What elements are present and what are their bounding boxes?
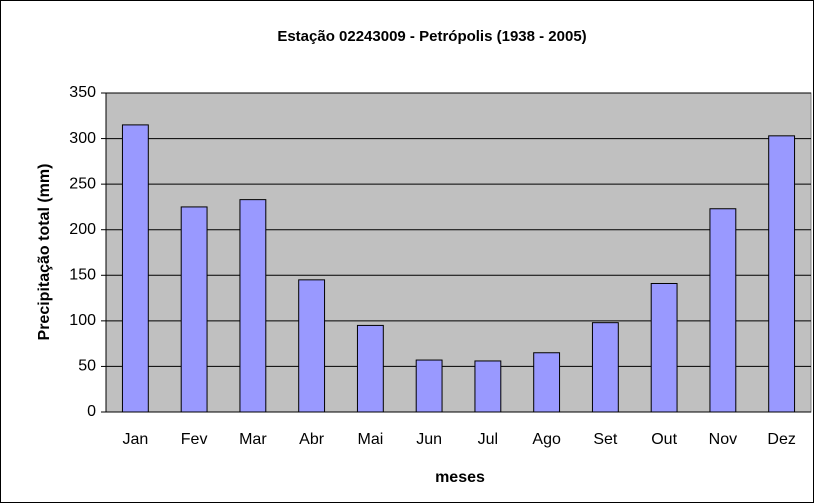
bar <box>533 352 561 413</box>
x-tick-label: Ago <box>532 431 561 448</box>
x-axis-label: meses <box>435 469 485 486</box>
bar <box>650 282 678 413</box>
x-tick-label: Mai <box>357 431 383 448</box>
y-tick-label: 300 <box>69 130 96 147</box>
y-tick-label: 250 <box>69 175 96 192</box>
y-tick-label: 0 <box>87 403 96 420</box>
y-tick-label: 350 <box>69 84 96 101</box>
bar <box>709 208 737 413</box>
bar <box>180 206 208 413</box>
x-tick-label: Nov <box>709 431 737 448</box>
bar <box>121 124 149 413</box>
x-tick-label: Mar <box>239 431 267 448</box>
chart-title: Estação 02243009 - Petrópolis (1938 - 20… <box>277 28 586 45</box>
x-tick-label: Dez <box>767 431 795 448</box>
x-tick-label: Set <box>593 431 618 448</box>
bar <box>356 324 384 413</box>
bar <box>768 135 796 413</box>
x-tick-label: Out <box>651 431 677 448</box>
x-tick-label: Jul <box>478 431 498 448</box>
bar <box>474 360 502 413</box>
x-tick-label: Jan <box>122 431 148 448</box>
y-tick-label: 50 <box>78 358 96 375</box>
x-tick-label: Abr <box>299 431 325 448</box>
y-tick-label: 100 <box>69 312 96 329</box>
x-tick-label: Fev <box>181 431 208 448</box>
bar <box>239 199 267 413</box>
y-tick-label: 150 <box>69 267 96 284</box>
plot-area <box>105 92 812 413</box>
bar <box>298 279 326 413</box>
bar <box>591 322 619 413</box>
x-tick-label: Jun <box>416 431 442 448</box>
bar <box>415 359 443 413</box>
y-axis-label: Precipitação total (mm) <box>36 164 53 341</box>
y-tick-label: 200 <box>69 221 96 238</box>
